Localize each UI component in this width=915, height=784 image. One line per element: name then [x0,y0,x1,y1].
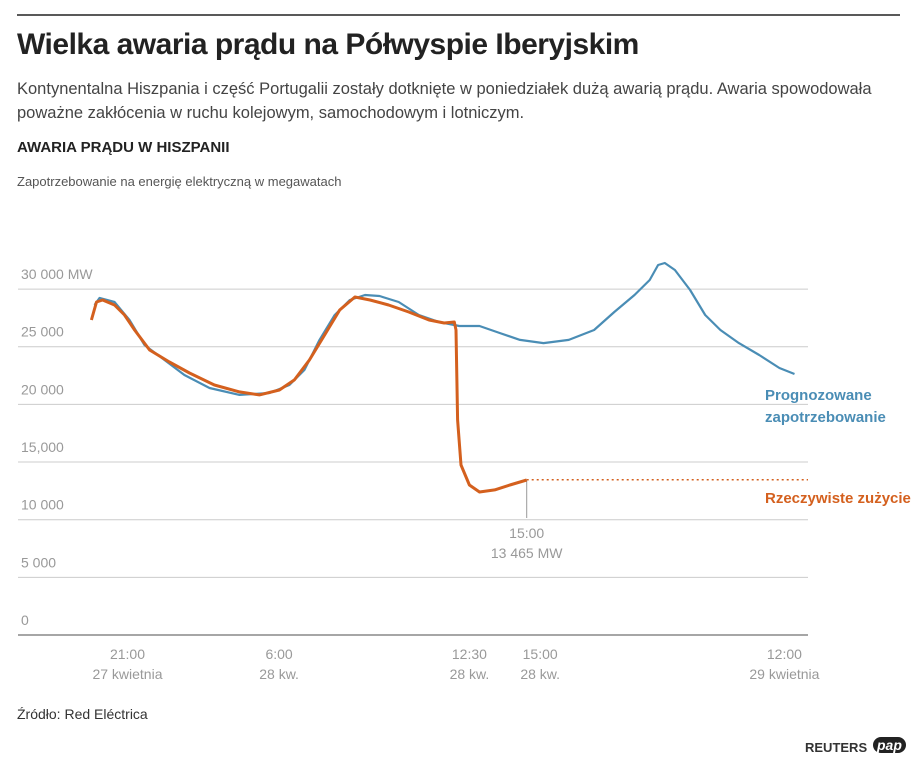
series-label: Rzeczywiste zużycie [765,490,911,507]
y-tick-label: 20 000 [21,381,64,397]
series-line [93,261,795,396]
x-tick-date: 29 kwietnia [749,666,819,682]
y-tick-label: 15,000 [21,439,64,455]
series-line [89,295,528,494]
source: Źródło: Red Eléctrica [17,706,148,722]
x-tick-date: 28 kw. [450,666,490,682]
y-tick-label: 0 [21,612,29,628]
series-label: Prognozowane zapotrzebowanie [765,387,886,426]
x-tick-date: 27 kwietnia [92,666,162,682]
x-tick-label: 15:00 [523,646,558,662]
x-tick-date: 28 kw. [520,666,560,682]
logo: REUTERS [805,740,868,755]
x-tick-label: 12:30 [452,646,487,662]
x-tick-label: 21:00 [110,646,145,662]
x-tick-label: 12:00 [767,646,802,662]
annotation-value: 13 465 MW [491,545,563,561]
section-heading: AWARIA PRĄDU W HISZPANII [17,139,230,156]
y-tick-label: 25 000 [21,324,64,340]
y-axis-label: Zapotrzebowanie na energię elektryczną w… [17,174,342,189]
y-tick-label: 5 000 [21,554,56,570]
annotation-label: 15:00 [509,525,544,541]
y-tick-label: 10 000 [21,497,64,513]
chart-subtitle: Kontynentalna Hiszpania i część Portugal… [17,80,872,122]
x-tick-label: 6:00 [265,646,292,662]
logo: pap [873,737,906,753]
x-tick-date: 28 kw. [259,666,299,682]
chart-title: Wielka awaria prądu na Półwyspie Iberyjs… [17,28,639,61]
y-tick-label: 30 000 MW [21,266,93,282]
